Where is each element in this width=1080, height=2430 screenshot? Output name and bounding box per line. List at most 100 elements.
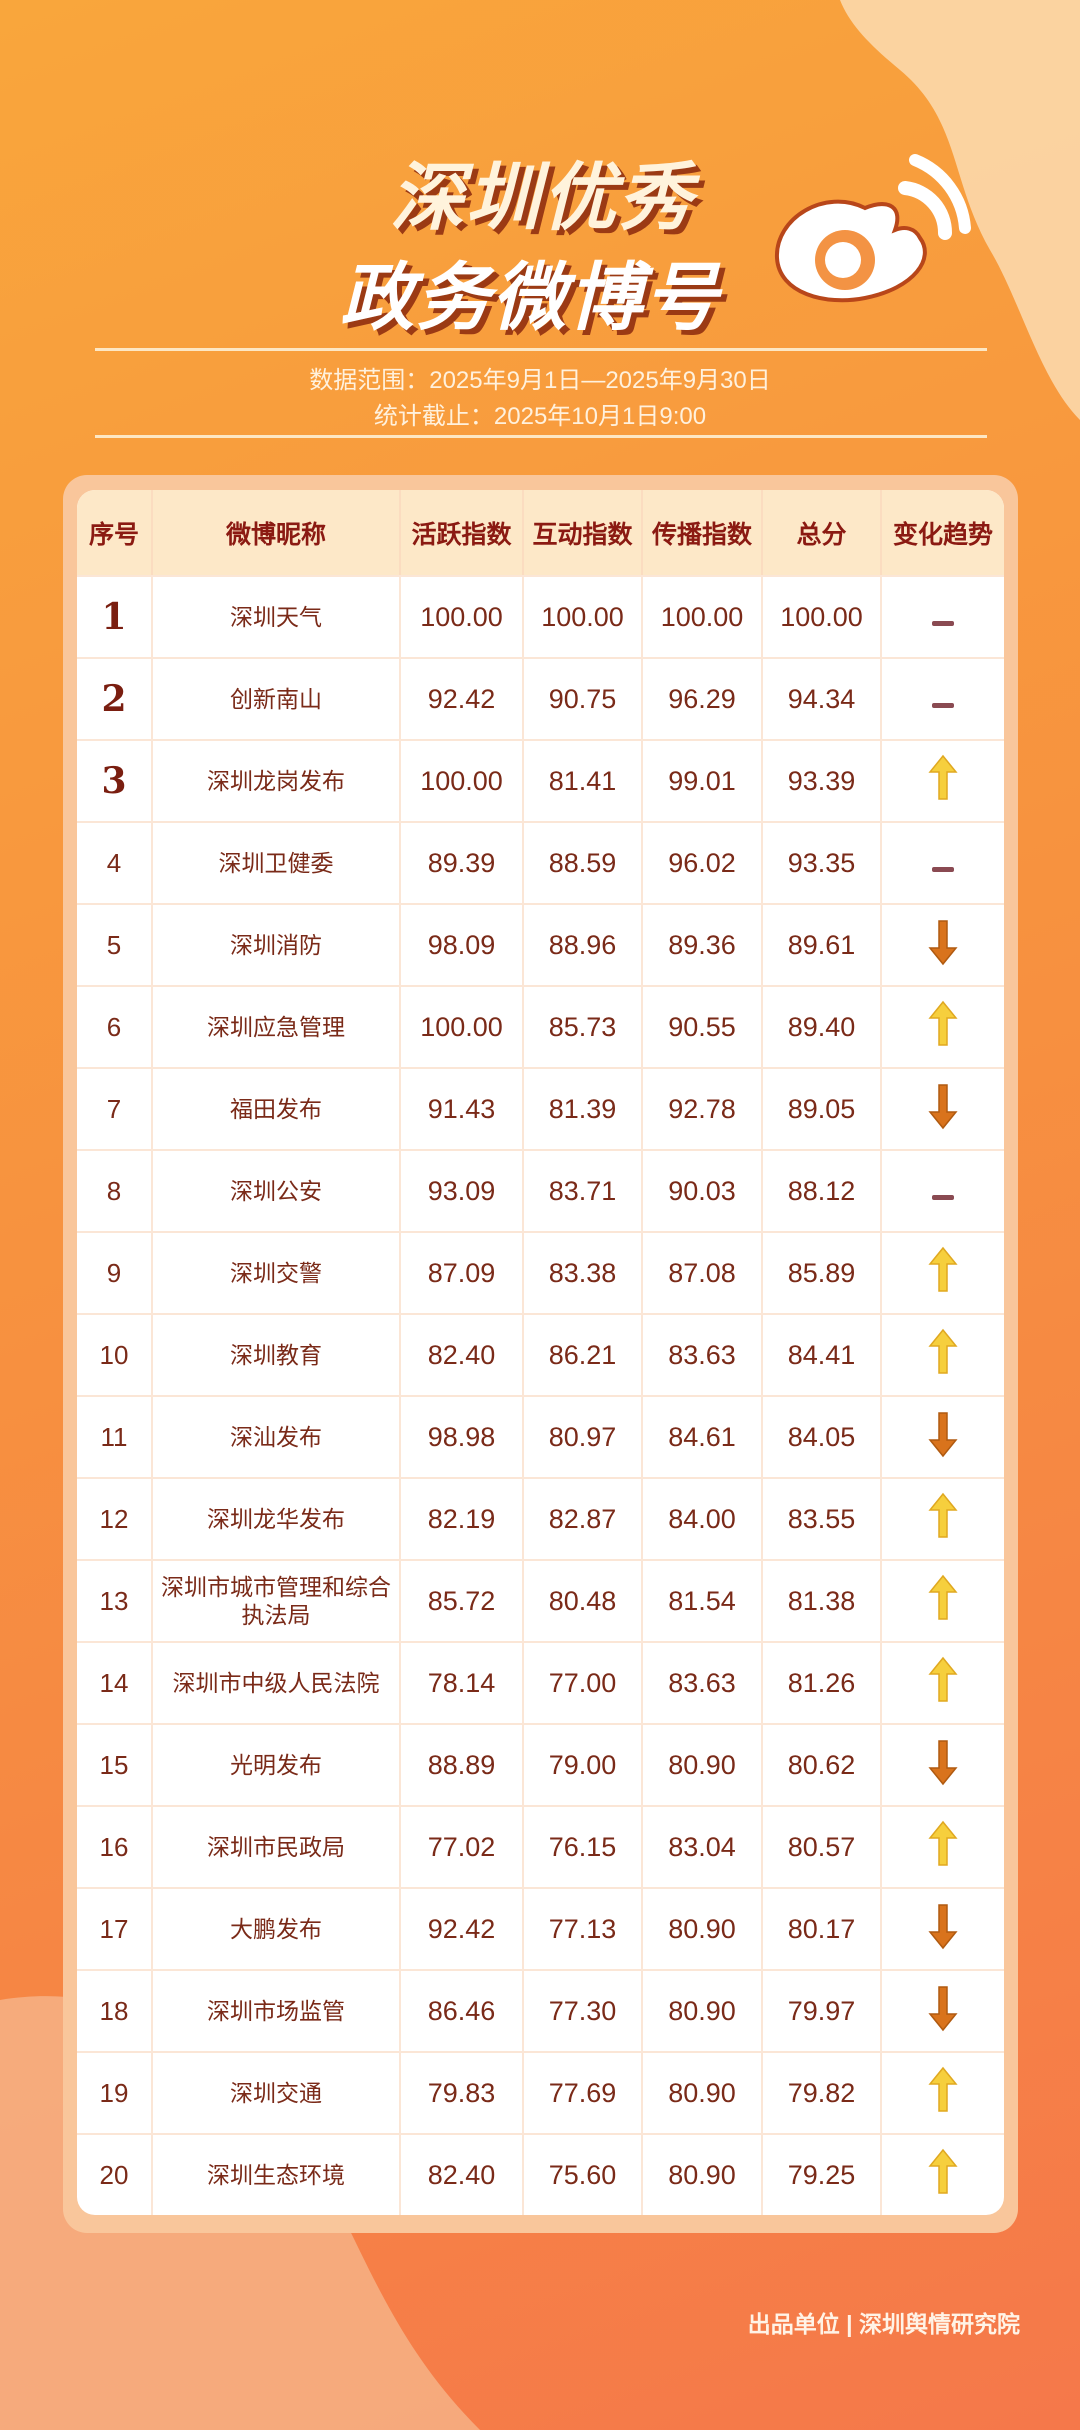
trend-flat-icon bbox=[882, 1149, 1004, 1231]
arrow-up-icon bbox=[928, 1328, 958, 1374]
cell-name: 深圳应急管理 bbox=[153, 985, 401, 1067]
cell-name: 深圳卫健委 bbox=[153, 821, 401, 903]
cell-active: 87.09 bbox=[401, 1231, 524, 1313]
cell-rank: 20 bbox=[77, 2133, 153, 2215]
cell-interact: 100.00 bbox=[524, 575, 643, 657]
cell-interact: 81.41 bbox=[524, 739, 643, 821]
trend-flat-icon bbox=[882, 657, 1004, 739]
table-row: 1 深圳天气 100.00 100.00 100.00 100.00 bbox=[77, 575, 1004, 657]
cell-spread: 96.29 bbox=[643, 657, 763, 739]
cell-active: 88.89 bbox=[401, 1723, 524, 1805]
cell-spread: 83.63 bbox=[643, 1641, 763, 1723]
arrow-up-icon bbox=[928, 1246, 958, 1292]
column-header: 传播指数 bbox=[643, 490, 763, 575]
cell-active: 82.40 bbox=[401, 1313, 524, 1395]
cell-total: 89.40 bbox=[763, 985, 882, 1067]
table-row: 13 深圳市城市管理和综合执法局 85.72 80.48 81.54 81.38 bbox=[77, 1559, 1004, 1641]
cell-total: 84.05 bbox=[763, 1395, 882, 1477]
table-row: 7 福田发布 91.43 81.39 92.78 89.05 bbox=[77, 1067, 1004, 1149]
cell-rank: 4 bbox=[77, 821, 153, 903]
column-header: 总分 bbox=[763, 490, 882, 575]
cell-active: 100.00 bbox=[401, 739, 524, 821]
arrow-down-icon bbox=[928, 919, 958, 965]
table-header-row: 序号 微博昵称 活跃指数 互动指数 传播指数 总分 变化趋势 bbox=[77, 490, 1004, 575]
table-row: 14 深圳市中级人民法院 78.14 77.00 83.63 81.26 bbox=[77, 1641, 1004, 1723]
table-row: 4 深圳卫健委 89.39 88.59 96.02 93.35 bbox=[77, 821, 1004, 903]
cell-rank: 17 bbox=[77, 1887, 153, 1969]
table-row: 11 深汕发布 98.98 80.97 84.61 84.05 bbox=[77, 1395, 1004, 1477]
cell-rank: 15 bbox=[77, 1723, 153, 1805]
trend-up-icon bbox=[882, 1477, 1004, 1559]
trend-flat-icon bbox=[882, 821, 1004, 903]
trend-down-icon bbox=[882, 1969, 1004, 2051]
cell-spread: 81.54 bbox=[643, 1559, 763, 1641]
cell-interact: 88.96 bbox=[524, 903, 643, 985]
cell-interact: 81.39 bbox=[524, 1067, 643, 1149]
cell-interact: 77.13 bbox=[524, 1887, 643, 1969]
cell-active: 79.83 bbox=[401, 2051, 524, 2133]
cell-rank: 16 bbox=[77, 1805, 153, 1887]
cell-spread: 80.90 bbox=[643, 1969, 763, 2051]
table-row: 15 光明发布 88.89 79.00 80.90 80.62 bbox=[77, 1723, 1004, 1805]
trend-up-icon bbox=[882, 1231, 1004, 1313]
cell-active: 91.43 bbox=[401, 1067, 524, 1149]
trend-down-icon bbox=[882, 1395, 1004, 1477]
trend-up-icon bbox=[882, 1805, 1004, 1887]
cell-spread: 89.36 bbox=[643, 903, 763, 985]
cell-spread: 87.08 bbox=[643, 1231, 763, 1313]
decorative-wave-top-right bbox=[840, 0, 1080, 420]
column-header: 互动指数 bbox=[524, 490, 643, 575]
cell-rank: 14 bbox=[77, 1641, 153, 1723]
cell-active: 78.14 bbox=[401, 1641, 524, 1723]
table-row: 3 深圳龙岗发布 100.00 81.41 99.01 93.39 bbox=[77, 739, 1004, 821]
cell-rank: 11 bbox=[77, 1395, 153, 1477]
trend-up-icon bbox=[882, 1313, 1004, 1395]
table-row: 6 深圳应急管理 100.00 85.73 90.55 89.40 bbox=[77, 985, 1004, 1067]
arrow-up-icon bbox=[928, 2066, 958, 2112]
cell-total: 79.25 bbox=[763, 2133, 882, 2215]
cell-active: 85.72 bbox=[401, 1559, 524, 1641]
arrow-up-icon bbox=[928, 754, 958, 800]
arrow-down-icon bbox=[928, 1083, 958, 1129]
dash-icon bbox=[932, 702, 954, 708]
cell-interact: 86.21 bbox=[524, 1313, 643, 1395]
cell-spread: 83.63 bbox=[643, 1313, 763, 1395]
arrow-up-icon bbox=[928, 1000, 958, 1046]
table-row: 17 大鹏发布 92.42 77.13 80.90 80.17 bbox=[77, 1887, 1004, 1969]
cell-rank: 18 bbox=[77, 1969, 153, 2051]
arrow-up-icon bbox=[928, 2148, 958, 2194]
trend-down-icon bbox=[882, 1067, 1004, 1149]
cell-name: 光明发布 bbox=[153, 1723, 401, 1805]
cell-spread: 96.02 bbox=[643, 821, 763, 903]
trend-down-icon bbox=[882, 1887, 1004, 1969]
cell-name: 深圳交警 bbox=[153, 1231, 401, 1313]
cell-spread: 83.04 bbox=[643, 1805, 763, 1887]
trend-down-icon bbox=[882, 903, 1004, 985]
cell-name: 深圳市民政局 bbox=[153, 1805, 401, 1887]
cell-name: 深圳教育 bbox=[153, 1313, 401, 1395]
cell-spread: 92.78 bbox=[643, 1067, 763, 1149]
cell-spread: 80.90 bbox=[643, 1723, 763, 1805]
cell-total: 81.38 bbox=[763, 1559, 882, 1641]
cell-spread: 80.90 bbox=[643, 2051, 763, 2133]
cell-name: 深圳市中级人民法院 bbox=[153, 1641, 401, 1723]
cell-total: 88.12 bbox=[763, 1149, 882, 1231]
column-header: 序号 bbox=[77, 490, 153, 575]
cell-total: 80.17 bbox=[763, 1887, 882, 1969]
cell-total: 80.57 bbox=[763, 1805, 882, 1887]
cell-interact: 88.59 bbox=[524, 821, 643, 903]
cell-interact: 80.97 bbox=[524, 1395, 643, 1477]
cell-name: 深圳消防 bbox=[153, 903, 401, 985]
title-line-1: 深圳优秀 bbox=[390, 155, 694, 241]
cell-interact: 77.69 bbox=[524, 2051, 643, 2133]
trend-up-icon bbox=[882, 2133, 1004, 2215]
dash-icon bbox=[932, 866, 954, 872]
title-line-2: 政务微博号 bbox=[340, 255, 720, 341]
arrow-down-icon bbox=[928, 1985, 958, 2031]
cell-interact: 90.75 bbox=[524, 657, 643, 739]
table-row: 18 深圳市场监管 86.46 77.30 80.90 79.97 bbox=[77, 1969, 1004, 2051]
cell-name: 深圳公安 bbox=[153, 1149, 401, 1231]
arrow-down-icon bbox=[928, 1903, 958, 1949]
cell-name: 深圳生态环境 bbox=[153, 2133, 401, 2215]
cell-name: 深汕发布 bbox=[153, 1395, 401, 1477]
